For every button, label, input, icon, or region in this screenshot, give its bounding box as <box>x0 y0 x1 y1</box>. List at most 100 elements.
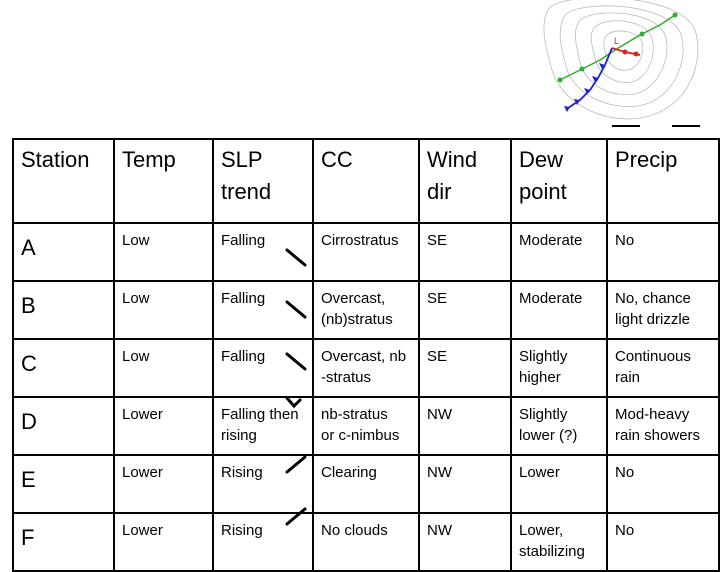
table-cell: Mod-heavy rain showers <box>606 396 720 456</box>
weather-map: L <box>543 0 700 127</box>
table-cell: Falling then rising <box>212 396 314 456</box>
cell-text: Low <box>122 232 150 249</box>
table-cell: Cirrostratus <box>312 222 420 282</box>
cell-text: Falling <box>221 348 266 365</box>
table-row: E Lower Rising Clearing NW Lower No <box>12 454 720 514</box>
table-cell: Rising <box>212 512 314 572</box>
header-cell: CC <box>312 138 420 224</box>
cell-text: Cirrostratus <box>321 232 399 249</box>
cell-text: SE <box>427 232 448 249</box>
cell-text: SE <box>427 290 448 307</box>
cell-text: Station <box>21 147 90 172</box>
table-row: F Lower Rising No clouds NW Lower, stabilizing… <box>12 512 720 572</box>
table-cell: Continuous rain <box>606 338 720 398</box>
table-cell: NW <box>418 454 512 514</box>
table-cell: A <box>12 222 115 282</box>
cell-text: Slightly <box>519 348 568 365</box>
cell-text: Rising <box>221 464 263 481</box>
table-cell: Moderate <box>510 222 608 282</box>
cell-text: Falling <box>221 232 266 249</box>
table-cell: Slightly higher <box>510 338 608 398</box>
table-cell: Lower <box>510 454 608 514</box>
cell-text: point <box>519 179 567 204</box>
cell-text: No <box>615 522 635 539</box>
table-cell: Rising <box>212 454 314 514</box>
table-cell: SE <box>418 222 512 282</box>
cell-text: -stratus <box>321 369 372 386</box>
table-cell: No clouds <box>312 512 420 572</box>
cell-text: Wind <box>427 147 478 172</box>
cell-text: CC <box>321 147 353 172</box>
table-cell: Low <box>113 280 214 340</box>
table-cell: nb-stratus or c-nimbus <box>312 396 420 456</box>
cell-text: Low <box>122 290 150 307</box>
cell-text: D <box>21 409 37 434</box>
cell-text: Temp <box>122 147 176 172</box>
cell-text: (nb)stratus <box>321 311 393 328</box>
cell-text: nb-stratus <box>321 406 388 423</box>
table-cell: Low <box>113 222 214 282</box>
table-cell: Falling <box>212 338 314 398</box>
header-cell: SLP trend <box>212 138 314 224</box>
table-cell: Low <box>113 338 214 398</box>
table-cell: Lower <box>113 454 214 514</box>
table-row: A Low Falling Cirrostratus SE Moderate No <box>12 222 720 282</box>
header-cell: Dew point <box>510 138 608 224</box>
table-cell: B <box>12 280 115 340</box>
cell-text: light drizzle <box>615 311 691 328</box>
table-cell: No, chance light drizzle <box>606 280 720 340</box>
cell-text: rising <box>221 427 257 444</box>
cell-text: Overcast, <box>321 290 386 307</box>
table-cell: Overcast, (nb)stratus <box>312 280 420 340</box>
table-cell: No <box>606 454 720 514</box>
cell-text: B <box>21 293 36 318</box>
table-cell: Clearing <box>312 454 420 514</box>
cell-text: Moderate <box>519 290 583 307</box>
table-cell: SE <box>418 338 512 398</box>
table-cell: F <box>12 512 115 572</box>
cell-text: Continuous <box>615 348 691 365</box>
table-cell: No <box>606 222 720 282</box>
cell-text: No <box>615 232 635 249</box>
header-row: Station Temp SLP trend CC Wind dir Dew point Prec… <box>12 138 720 224</box>
table-cell: D <box>12 396 115 456</box>
cell-text: Falling <box>221 290 266 307</box>
cell-text: E <box>21 467 36 492</box>
table-cell: Lower <box>113 396 214 456</box>
cell-text: or c-nimbus <box>321 427 400 444</box>
slide: L Station Temp SLP trend CC Wind dir Dew point Pr… <box>12 0 720 572</box>
svg-text:L: L <box>614 36 619 46</box>
cell-text: Rising <box>221 522 263 539</box>
table-cell: No <box>606 512 720 572</box>
cell-text: rain <box>615 369 641 386</box>
cell-text: C <box>21 351 37 376</box>
header-cell: Temp <box>113 138 214 224</box>
table-cell: Moderate <box>510 280 608 340</box>
table-cell: NW <box>418 396 512 456</box>
cell-text: Mod-heavy <box>615 406 690 423</box>
table-cell: Falling <box>212 280 314 340</box>
cell-text: NW <box>427 464 452 481</box>
cell-text: Lower <box>122 464 163 481</box>
cell-text: Lower, <box>519 522 564 539</box>
table-cell: SE <box>418 280 512 340</box>
header-cell: Precip <box>606 138 720 224</box>
cell-text: No <box>615 464 635 481</box>
header-cell: Station <box>12 138 115 224</box>
cell-text: Precip <box>615 147 678 172</box>
cell-text: higher <box>519 369 561 386</box>
cell-text: SE <box>427 348 448 365</box>
cell-text: trend <box>221 179 272 204</box>
cell-text: rain showers <box>615 427 701 444</box>
table-cell: Falling <box>212 222 314 282</box>
cell-text: Lower <box>122 406 163 423</box>
cell-text: Dew <box>519 147 564 172</box>
table-cell: Lower <box>113 512 214 572</box>
cell-text: No clouds <box>321 522 388 539</box>
cell-text: Low <box>122 348 150 365</box>
table-row: D Lower Falling then rising nb-stratus or c-n… <box>12 396 720 456</box>
table-row: C Low Falling Overcast, nb -stratus SE Slightl… <box>12 338 720 398</box>
table-cell: Lower, stabilizing <box>510 512 608 572</box>
cell-text: SLP <box>221 147 263 172</box>
cell-text: Falling then <box>221 406 299 423</box>
